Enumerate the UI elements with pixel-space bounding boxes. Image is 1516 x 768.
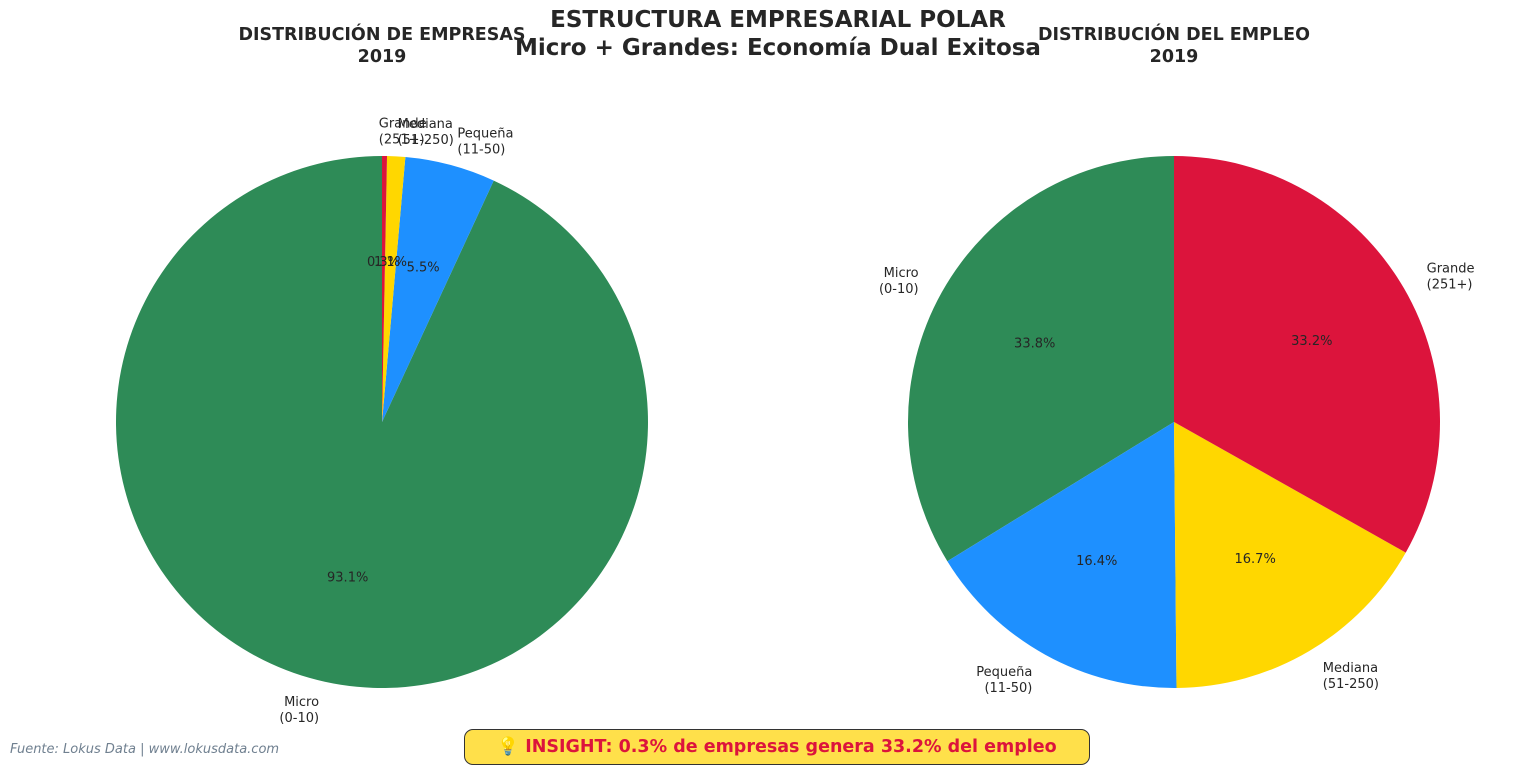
employment-pct-label-pequea: 16.4% — [1076, 554, 1117, 569]
employment-chart-title-line1: DISTRIBUCIÓN DEL EMPLEO — [1038, 25, 1310, 45]
employment-pct-label-grande: 33.2% — [1291, 334, 1332, 349]
employment-slice-pequea — [947, 422, 1177, 688]
companies-slice-mediana — [382, 156, 406, 423]
source-note: Fuente: Lokus Data | www.lokusdata.com — [10, 742, 280, 757]
companies-pie-chart: 93.1%Micro (0-10)5.5%Pequeña (11-50)1.1%Me… — [116, 116, 648, 726]
companies-slice-grande — [382, 156, 388, 422]
companies-pct-label-micro: 93.1% — [327, 570, 368, 585]
companies-chart-title-line1: DISTRIBUCIÓN DE EMPRESAS — [238, 25, 526, 45]
companies-pct-label-pequea: 5.5% — [407, 260, 440, 275]
main-title-line2: Micro + Grandes: Economía Dual Exitosa — [515, 35, 1041, 61]
employment-category-label-mediana: Mediana (51-250) — [1323, 661, 1379, 692]
employment-category-label-pequea: Pequeña (11-50) — [976, 665, 1032, 696]
employment-slice-mediana — [1174, 422, 1406, 688]
employment-chart-title-line2: 2019 — [1149, 47, 1199, 67]
companies-chart-title: DISTRIBUCIÓN DE EMPRESAS 2019 — [182, 24, 582, 68]
companies-category-label-mediana: Mediana (51-250) — [398, 117, 454, 148]
employment-slice-grande — [1174, 155, 1440, 553]
companies-category-label-micro: Micro (0-10) — [279, 695, 319, 726]
companies-slice-micro — [116, 156, 648, 688]
companies-chart-title-line2: 2019 — [357, 47, 407, 67]
companies-category-label-pequea: Pequeña (11-50) — [457, 126, 513, 157]
main-title-line1: ESTRUCTURA EMPRESARIAL POLAR — [550, 7, 1006, 33]
employment-category-label-micro: Micro (0-10) — [879, 266, 919, 297]
employment-chart-title: DISTRIBUCIÓN DEL EMPLEO 2019 — [974, 24, 1374, 68]
main-title: ESTRUCTURA EMPRESARIAL POLAR Micro + Gra… — [0, 6, 1516, 62]
insight-box: 💡 INSIGHT: 0.3% de empresas genera 33.2%… — [464, 729, 1090, 765]
employment-category-label-grande: Grande (251+) — [1427, 261, 1475, 292]
companies-slice-pequea — [382, 157, 494, 423]
companies-pct-label-grande: 0.3% — [367, 255, 400, 270]
companies-category-label-grande: Grande (251+) — [379, 116, 427, 147]
employment-pct-label-micro: 33.8% — [1014, 337, 1055, 352]
employment-slice-micro — [907, 156, 1174, 562]
employment-pie-chart: 33.8% Micro (0-10) 16.4% Pequeña (11-50) 16.7%… — [879, 155, 1475, 696]
employment-pct-label-mediana: 16.7% — [1235, 552, 1276, 567]
